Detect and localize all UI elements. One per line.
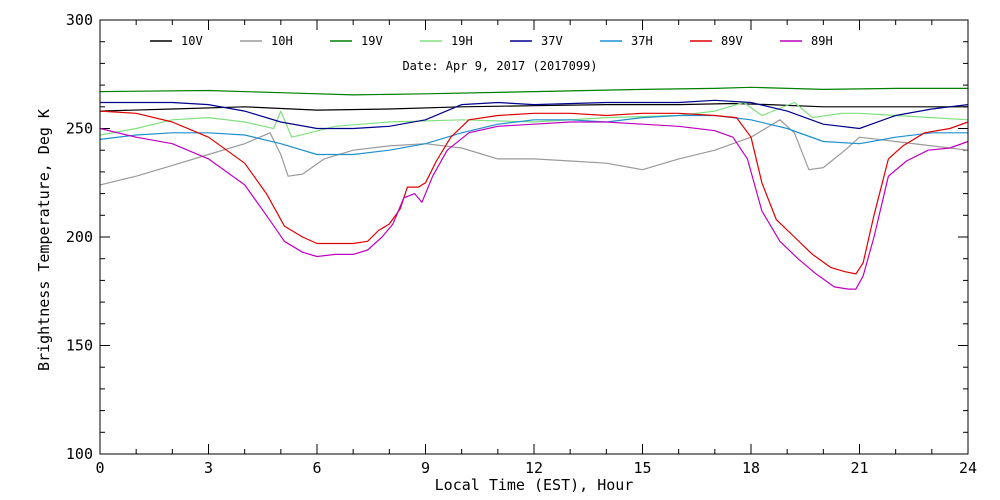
y-tick-label: 250 [66,120,93,138]
x-tick-label: 21 [850,459,868,477]
series-line-19h [99,101,969,138]
y-tick-label: 100 [66,445,93,463]
x-tick-label: 15 [633,459,651,477]
x-tick-label: 12 [525,459,543,477]
series-line-89v [99,110,969,275]
series-lines [99,86,969,290]
axis-ticks [99,19,969,455]
legend-label-37h: 37H [631,34,653,48]
series-line-37h [99,114,968,156]
legend-label-10v: 10V [181,34,203,48]
plot-frame [99,19,969,455]
x-tick-label: 9 [421,459,430,477]
x-tick-label: 18 [742,459,760,477]
series-line-10v [99,102,968,112]
y-axis-title: Brightness Temperature, Deg K [35,109,53,371]
y-tick-label: 200 [66,228,93,246]
y-tick-label: 150 [66,337,93,355]
x-axis-title: Local Time (EST), Hour [435,476,634,494]
series-line-37v [100,99,969,130]
legend-label-19h: 19H [451,34,473,48]
x-tick-label: 3 [204,459,213,477]
legend-label-37v: 37V [541,34,563,48]
series-line-10h [99,119,969,186]
legend: 10V 10H 19V 19H 37V 37H 89V 89H [150,34,833,48]
date-annotation: Date: Apr 9, 2017 (2017099) [402,59,597,73]
legend-label-10h: 10H [271,34,293,48]
x-tick-label: 24 [959,459,977,477]
x-tick-label: 6 [312,459,321,477]
series-line-19v [99,86,968,96]
legend-label-19v: 19V [361,34,383,48]
y-tick-label: 300 [66,11,93,29]
legend-label-89v: 89V [721,34,743,48]
legend-label-89h: 89H [811,34,833,48]
series-line-89h [99,121,969,290]
tick-labels: 0 3 6 9 12 15 18 21 24 100 150 200 250 300 [66,11,977,477]
x-tick-label: 0 [95,459,104,477]
